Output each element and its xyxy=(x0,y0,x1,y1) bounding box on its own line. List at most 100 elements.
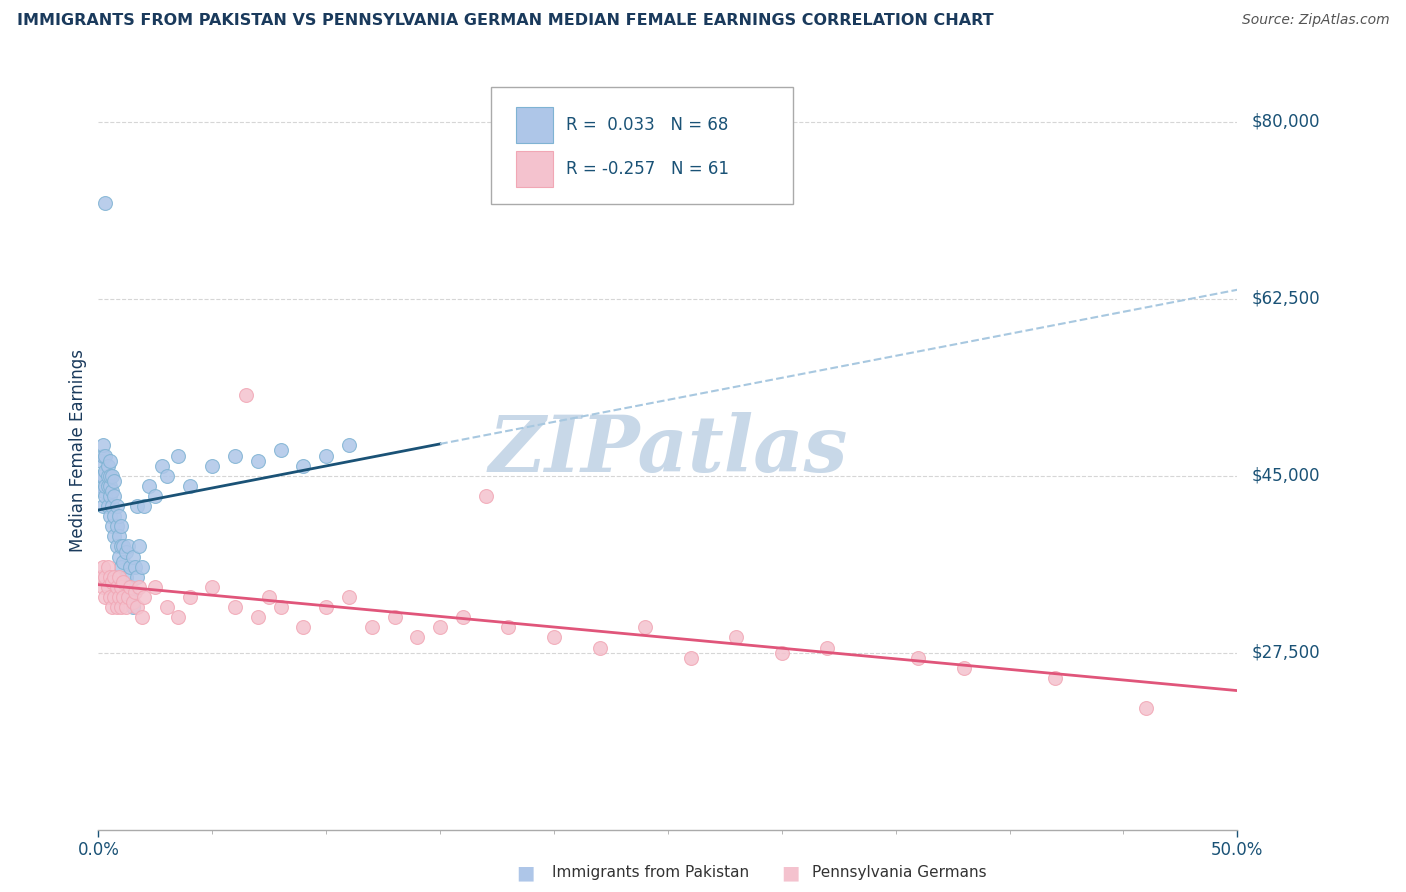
Point xyxy=(105,499,128,513)
Text: $45,000: $45,000 xyxy=(1251,467,1320,484)
Point xyxy=(201,580,224,594)
Text: Source: ZipAtlas.com: Source: ZipAtlas.com xyxy=(1241,13,1389,28)
Point xyxy=(108,549,131,564)
Point xyxy=(132,499,155,513)
Point xyxy=(101,499,124,513)
Point xyxy=(124,585,146,599)
Point xyxy=(110,580,132,594)
Point xyxy=(167,610,190,624)
Point xyxy=(634,620,657,634)
Point xyxy=(117,580,139,594)
Bar xyxy=(516,151,553,187)
Point xyxy=(131,610,153,624)
Point xyxy=(110,519,132,533)
Point xyxy=(91,449,114,463)
Point xyxy=(179,590,201,604)
Point xyxy=(114,600,136,615)
Point xyxy=(101,519,124,533)
Point xyxy=(112,574,135,589)
Text: $27,500: $27,500 xyxy=(1251,644,1320,662)
Point xyxy=(815,640,838,655)
Text: Pennsylvania Germans: Pennsylvania Germans xyxy=(813,865,987,880)
Point xyxy=(110,540,132,554)
Y-axis label: Median Female Earnings: Median Female Earnings xyxy=(69,349,87,552)
Point xyxy=(105,540,128,554)
Point xyxy=(128,580,150,594)
Bar xyxy=(516,107,553,144)
Point xyxy=(101,600,124,615)
Point xyxy=(120,559,142,574)
Point xyxy=(498,620,520,634)
Point xyxy=(103,529,125,543)
Point xyxy=(96,499,118,513)
Point xyxy=(543,631,565,645)
Point xyxy=(105,600,128,615)
Point xyxy=(224,449,246,463)
Point xyxy=(156,468,179,483)
Point xyxy=(907,650,929,665)
Point xyxy=(108,590,131,604)
Point xyxy=(406,631,429,645)
Point xyxy=(156,600,179,615)
Text: R =  0.033   N = 68: R = 0.033 N = 68 xyxy=(567,116,728,134)
Point xyxy=(145,580,167,594)
Point xyxy=(138,479,160,493)
Point xyxy=(360,620,382,634)
Point xyxy=(96,580,118,594)
Point xyxy=(94,570,117,584)
Point xyxy=(114,570,136,584)
Point xyxy=(103,570,125,584)
Point xyxy=(110,600,132,615)
Point xyxy=(91,580,114,594)
Point xyxy=(224,600,246,615)
Point xyxy=(96,559,118,574)
Text: R = -0.257   N = 61: R = -0.257 N = 61 xyxy=(567,161,730,178)
Point xyxy=(101,574,124,589)
Point xyxy=(90,479,112,493)
Point xyxy=(127,570,149,584)
Point xyxy=(679,650,702,665)
Point xyxy=(121,595,143,609)
Point xyxy=(725,631,748,645)
Point xyxy=(90,570,112,584)
Point xyxy=(1043,671,1066,685)
Point xyxy=(110,559,132,574)
Point xyxy=(90,468,112,483)
Point xyxy=(90,453,112,467)
Point xyxy=(108,570,131,584)
Point xyxy=(588,640,610,655)
Point xyxy=(101,483,124,498)
Text: ■: ■ xyxy=(782,863,800,883)
Point xyxy=(235,388,257,402)
Point xyxy=(91,438,114,452)
Point xyxy=(103,474,125,488)
Point xyxy=(145,489,167,503)
Point xyxy=(120,590,142,604)
Text: $80,000: $80,000 xyxy=(1251,113,1320,131)
Point xyxy=(98,590,121,604)
Point xyxy=(246,610,269,624)
Point xyxy=(94,489,117,503)
Point xyxy=(150,458,173,473)
Point xyxy=(131,559,153,574)
Point xyxy=(179,479,201,493)
Point xyxy=(337,438,360,452)
Point xyxy=(94,479,117,493)
Text: IMMIGRANTS FROM PAKISTAN VS PENNSYLVANIA GERMAN MEDIAN FEMALE EARNINGS CORRELATI: IMMIGRANTS FROM PAKISTAN VS PENNSYLVANIA… xyxy=(17,13,994,29)
Point xyxy=(114,544,136,558)
Point xyxy=(94,464,117,478)
Text: ■: ■ xyxy=(517,863,536,883)
Point xyxy=(108,529,131,543)
Point xyxy=(91,483,114,498)
Point xyxy=(292,620,315,634)
Point xyxy=(259,590,281,604)
Point xyxy=(246,453,269,467)
Point xyxy=(429,620,451,634)
Point xyxy=(120,580,142,594)
Point xyxy=(91,559,114,574)
Point xyxy=(94,449,117,463)
FancyBboxPatch shape xyxy=(491,87,793,204)
Point xyxy=(770,646,793,660)
Point xyxy=(98,570,121,584)
Point xyxy=(127,499,149,513)
